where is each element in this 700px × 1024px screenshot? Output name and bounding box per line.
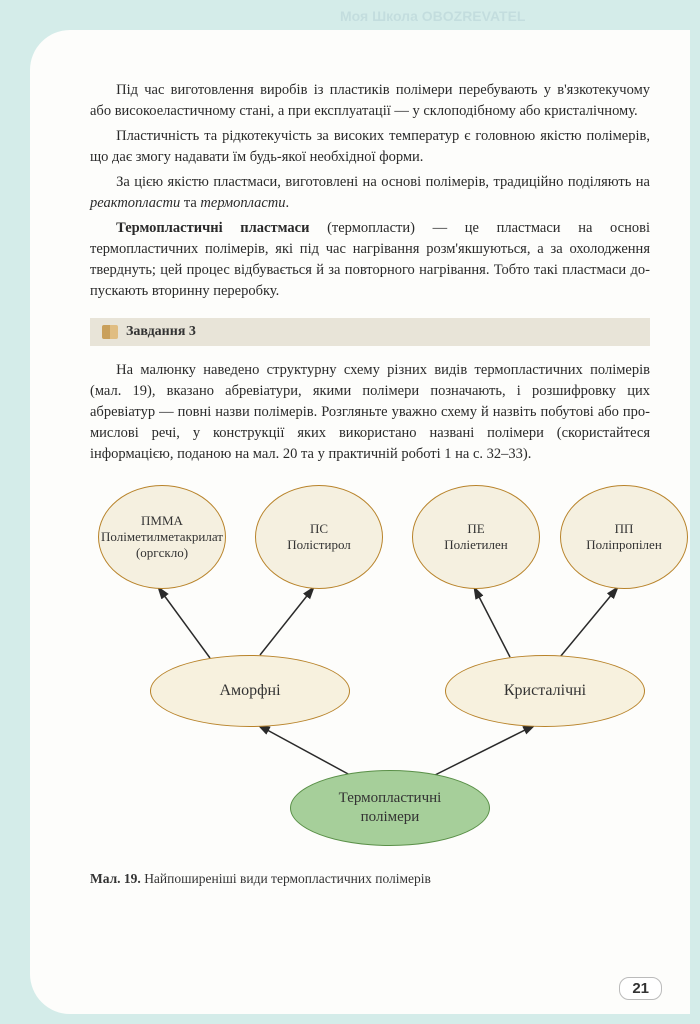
text: За цією якістю пластмаси, виготовлені на… [116,174,650,190]
paragraph: Пластичність та рідкотекучість за високи… [90,126,650,168]
figure-caption: Мал. 19. Найпоширеніші види термопластич… [90,871,650,887]
diagram-leaf-node: ПСПолістирол [255,485,383,589]
task-label: Завдання 3 [126,324,196,340]
page-number: 21 [619,977,662,1000]
book-icon [102,325,118,339]
text: та [180,195,200,211]
task-header: Завдання 3 [90,318,650,346]
italic-term: термопласти [200,195,285,211]
diagram-mid-node: Кристалічні [445,655,645,727]
paragraph: За цією якістю пластмаси, виготовлені на… [90,172,650,214]
text: . [286,195,290,211]
diagram-leaf-node: ПММАПоліметилмет­акрилат(оргскло) [98,485,226,589]
task-text: На малюнку наведено структурну схему різ… [90,360,650,465]
diagram-leaf-node: ПЕПоліетилен [412,485,540,589]
diagram-leaf-node: ПППоліпропілен [560,485,688,589]
bold-term: Термопластичні пластмаси [116,220,309,236]
diagram-mid-node: Аморфні [150,655,350,727]
paragraph: Термопластичні пластмаси (термопласти) —… [90,218,650,302]
diagram: ПММАПоліметилмет­акрилат(оргскло) ПСПоліс… [90,485,650,855]
caption-label: Мал. 19. [90,871,141,886]
page-content: Під час виготовлення виробів із пластикі… [30,30,690,1014]
watermark: Моя Школа OBOZREVATEL [340,8,525,24]
italic-term: реактопласти [90,195,180,211]
caption-text: Найпоширеніші види термопластичних полім… [141,871,431,886]
paragraph: Під час виготовлення виробів із пластикі… [90,80,650,122]
diagram-root-node: Термопластичніполімери [290,770,490,846]
